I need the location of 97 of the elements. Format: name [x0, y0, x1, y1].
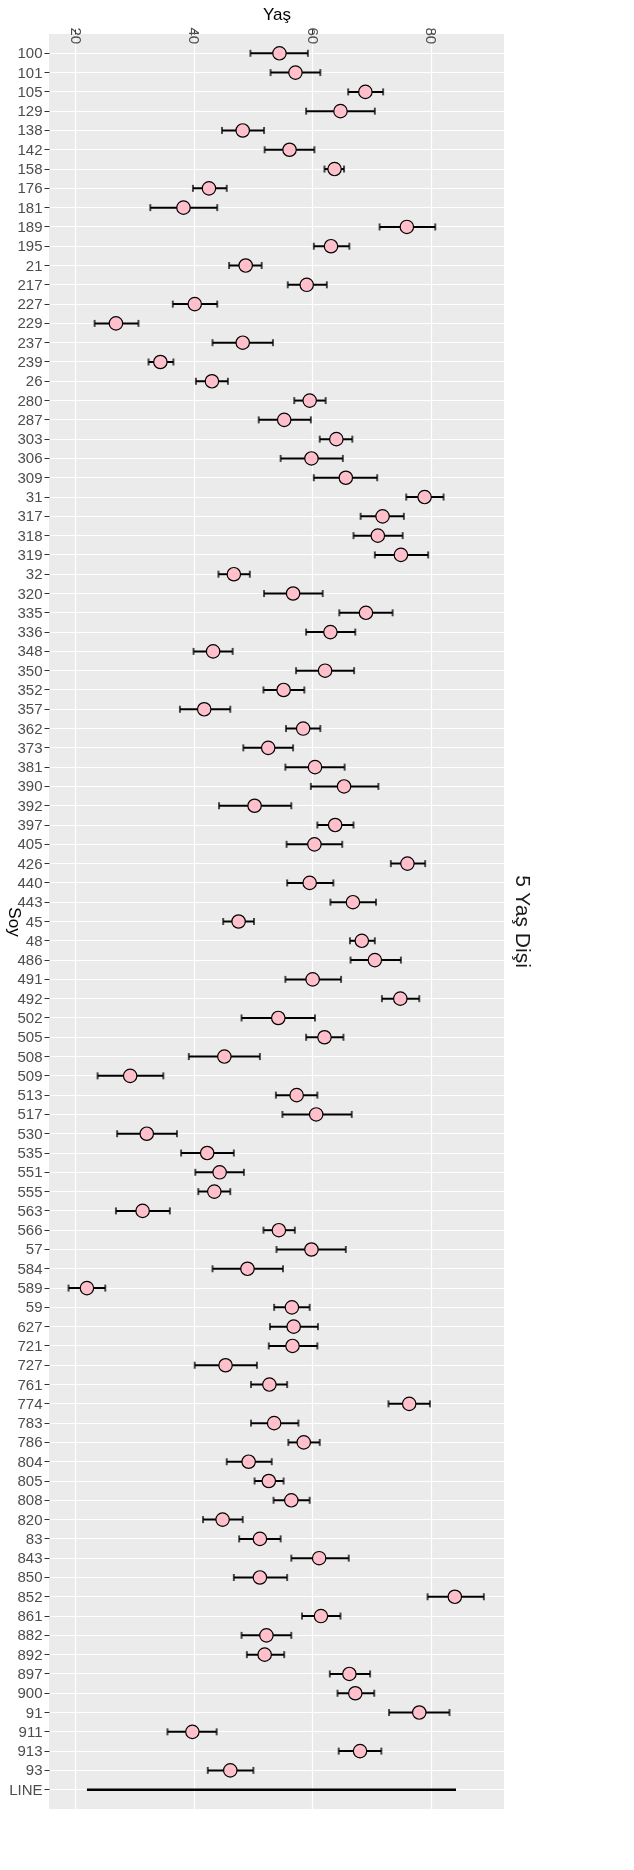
y-tick-label: 492: [17, 989, 43, 1007]
y-tick-label: 808: [17, 1491, 43, 1509]
y-tick-label: 239: [17, 352, 43, 370]
y-tick-label: 392: [17, 796, 43, 814]
y-tick-label: 852: [17, 1587, 43, 1605]
y-tick-label: 32: [25, 565, 43, 583]
y-tick-label: 309: [17, 468, 43, 486]
y-tick-label: 589: [17, 1279, 43, 1297]
y-tick-label: 517: [17, 1105, 43, 1123]
y-tick-label: 502: [17, 1008, 43, 1026]
y-tick-label: 158: [17, 160, 43, 178]
y-tick-label: 405: [17, 835, 43, 853]
y-tick-label: 381: [17, 758, 43, 776]
y-tick-label: 320: [17, 584, 43, 602]
y-tick-label: 897: [17, 1664, 43, 1682]
y-tick-label: 721: [17, 1336, 43, 1354]
y-tick-label: 913: [17, 1742, 43, 1760]
y-tick-label: 181: [17, 198, 43, 216]
y-tick-label: 551: [17, 1163, 43, 1181]
y-tick-label: 627: [17, 1317, 43, 1335]
y-tick-label: 280: [17, 391, 43, 409]
y-tick-label: 59: [25, 1298, 43, 1316]
y-tick-label: 555: [17, 1182, 43, 1200]
y-tick-label: 584: [17, 1259, 43, 1277]
y-tick-label: 820: [17, 1510, 43, 1528]
y-tick-label: 843: [17, 1549, 43, 1567]
x-axis-title: Yaş: [262, 4, 292, 24]
y-axis-title: Soy: [5, 907, 25, 938]
y-tick-label: 350: [17, 661, 43, 679]
y-tick-label: 93: [25, 1761, 43, 1779]
y-tick-label: 287: [17, 410, 43, 428]
y-tick-label: 138: [17, 121, 43, 139]
y-tick-label: 195: [17, 237, 43, 255]
y-tick-label: 761: [17, 1375, 43, 1393]
y-tick-label: 229: [17, 314, 43, 332]
y-tick-label: 303: [17, 430, 43, 448]
y-tick-label: 774: [17, 1394, 43, 1412]
y-tick-label: 57: [25, 1240, 43, 1258]
y-tick-label: 727: [17, 1356, 43, 1374]
x-tick-label: 40: [186, 27, 204, 45]
y-tick-label: 426: [17, 854, 43, 872]
y-tick-label: 900: [17, 1684, 43, 1702]
x-tick-label: 20: [67, 27, 85, 45]
y-tick-label: 227: [17, 295, 43, 313]
y-tick-label: 362: [17, 719, 43, 737]
y-tick-label: 508: [17, 1047, 43, 1065]
y-tick-label: 566: [17, 1221, 43, 1239]
y-tick-label: 319: [17, 545, 43, 563]
text: 5 Yaş Dişi: [512, 875, 535, 968]
y-tick-label: 31: [25, 488, 43, 506]
y-tick-label: 83: [25, 1529, 43, 1547]
y-tick-label: 486: [17, 951, 43, 969]
y-tick-label: 373: [17, 738, 43, 756]
y-tick-label: 357: [17, 700, 43, 718]
y-tick-label: 390: [17, 777, 43, 795]
y-tick-label: 306: [17, 449, 43, 467]
y-tick-label: 786: [17, 1433, 43, 1451]
y-tick-label: 129: [17, 102, 43, 120]
y-tick-label: 530: [17, 1124, 43, 1142]
y-tick-label: 352: [17, 680, 43, 698]
y-tick-label: 217: [17, 275, 43, 293]
y-tick-label: 535: [17, 1144, 43, 1162]
y-tick-label: 563: [17, 1201, 43, 1219]
y-tick-label: 513: [17, 1086, 43, 1104]
y-tick-label: 91: [25, 1703, 43, 1721]
y-tick-label: 45: [25, 912, 43, 930]
y-tick-label: 317: [17, 507, 43, 525]
x-tick-label: 60: [304, 27, 322, 45]
y-tick-label: 101: [17, 63, 43, 81]
y-tick-label: LINE: [9, 1780, 43, 1798]
y-tick-label: 505: [17, 1028, 43, 1046]
y-tick-label: 911: [18, 1722, 43, 1740]
y-tick-label: 783: [17, 1414, 43, 1432]
y-tick-label: 100: [17, 44, 43, 62]
y-tick-label: 336: [17, 623, 43, 641]
y-tick-label: 105: [17, 82, 43, 100]
y-tick-label: 491: [17, 970, 43, 988]
y-tick-label: 237: [17, 333, 43, 351]
y-tick-label: 892: [17, 1645, 43, 1663]
y-tick-label: 850: [17, 1568, 43, 1586]
y-tick-label: 21: [25, 256, 43, 274]
y-tick-label: 440: [17, 873, 43, 891]
y-tick-label: 861: [17, 1607, 43, 1625]
y-tick-label: 804: [17, 1452, 43, 1470]
y-tick-label: 26: [25, 372, 43, 390]
y-tick-label: 142: [17, 140, 43, 158]
y-tick-label: 318: [17, 526, 43, 544]
y-tick-label: 397: [17, 816, 43, 834]
y-tick-label: 176: [17, 179, 43, 197]
y-tick-label: 509: [17, 1066, 43, 1084]
x-tick-label: 80: [423, 27, 441, 45]
y-tick-label: 48: [25, 931, 43, 949]
y-tick-label: 805: [17, 1472, 43, 1490]
y-tick-label: 189: [17, 217, 43, 235]
y-tick-label: 882: [17, 1626, 43, 1644]
y-tick-label: 348: [17, 642, 43, 660]
y-tick-label: 335: [17, 603, 43, 621]
